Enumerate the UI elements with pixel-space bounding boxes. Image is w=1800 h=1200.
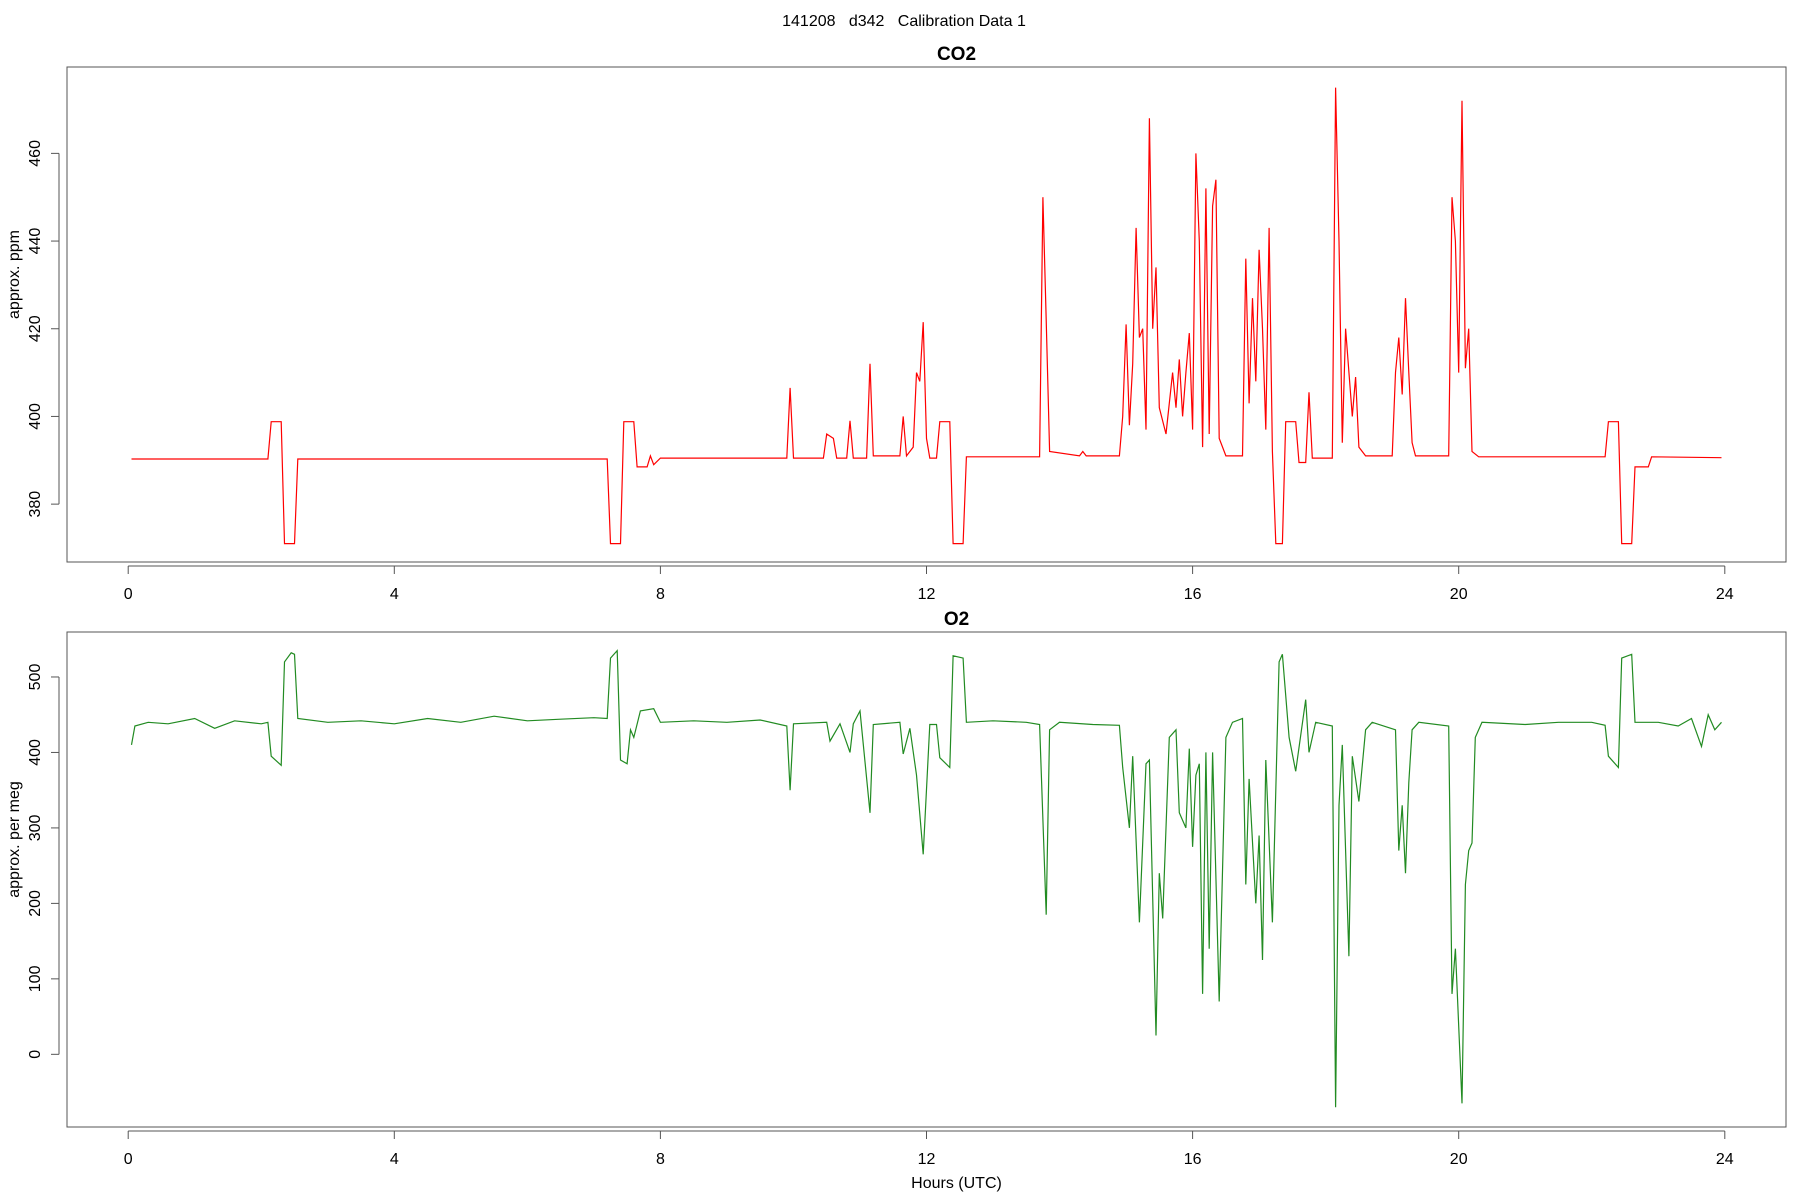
- chart-title: O2: [944, 609, 969, 630]
- x-tick-label: 24: [1716, 586, 1734, 603]
- x-tick-label: 16: [1184, 1151, 1202, 1168]
- x-tick-label: 16: [1184, 586, 1202, 603]
- x-tick-label: 20: [1450, 586, 1468, 603]
- plot-frame: [66, 631, 1787, 1128]
- x-tick-label: 0: [124, 586, 133, 603]
- y-tick-label: 420: [27, 315, 44, 342]
- y-tick-label: 0: [27, 1050, 44, 1059]
- y-tick-label: 500: [27, 664, 44, 691]
- y-tick-label: 380: [27, 491, 44, 518]
- y-axis-label: approx. ppm: [6, 230, 23, 319]
- x-tick-label: 4: [390, 1151, 399, 1168]
- x-axis-label: Hours (UTC): [911, 1175, 1002, 1192]
- x-tick-label: 0: [124, 1151, 133, 1168]
- y-tick-label: 100: [27, 965, 44, 992]
- x-tick-label: 8: [656, 586, 665, 603]
- y-tick-label: 400: [27, 739, 44, 766]
- chart-title: CO2: [937, 44, 976, 65]
- x-tick-label: 12: [918, 1151, 936, 1168]
- data-line: [130, 649, 1722, 1108]
- y-tick-label: 300: [27, 814, 44, 841]
- x-tick-label: 24: [1716, 1151, 1734, 1168]
- y-tick-label: 460: [27, 140, 44, 167]
- data-line: [131, 87, 1722, 545]
- y-tick-label: 400: [27, 403, 44, 430]
- x-tick-label: 12: [918, 586, 936, 603]
- figure-title: 141208 d342 Calibration Data 1: [782, 13, 1026, 30]
- x-tick-label: 8: [656, 1151, 665, 1168]
- x-tick-label: 20: [1450, 1151, 1468, 1168]
- x-tick-label: 4: [390, 586, 399, 603]
- y-tick-label: 440: [27, 228, 44, 255]
- y-tick-label: 200: [27, 890, 44, 917]
- plot-frame: [66, 66, 1787, 563]
- y-axis-label: approx. per meg: [6, 781, 23, 898]
